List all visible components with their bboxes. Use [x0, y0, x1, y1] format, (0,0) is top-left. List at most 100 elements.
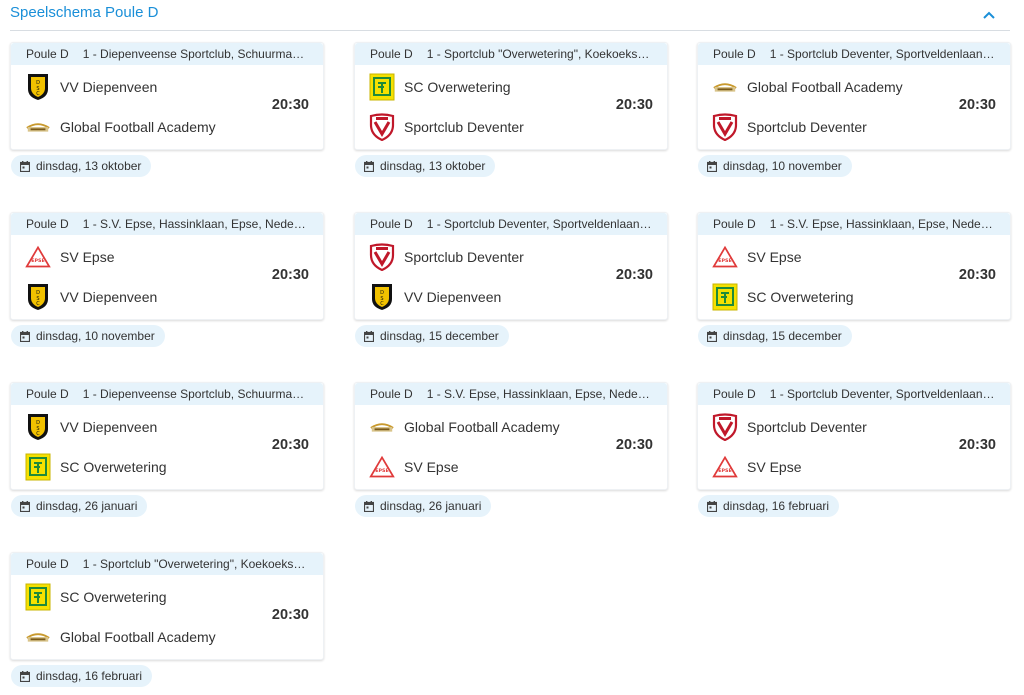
poule-label: Poule D — [370, 217, 413, 231]
away-team-name: VV Diepenveen — [404, 289, 502, 305]
match-date: dinsdag, 15 december — [380, 329, 499, 343]
home-team-name: Sportclub Deventer — [747, 419, 867, 435]
sv-epse-logo: EPSE — [712, 243, 738, 271]
home-team-name: VV Diepenveen — [60, 419, 158, 435]
poule-label: Poule D — [713, 387, 756, 401]
poule-label: Poule D — [370, 387, 413, 401]
match-date-chip: dinsdag, 16 februari — [698, 495, 840, 517]
poule-label: Poule D — [713, 47, 756, 61]
svg-text:C: C — [36, 91, 40, 97]
away-team-name: VV Diepenveen — [60, 289, 158, 305]
match-location: 1 - Sportclub "Overwetering", Koekoeksw.… — [426, 47, 656, 61]
match-location: 1 - S.V. Epse, Hassinklaan, Epse, Nederl… — [82, 217, 321, 231]
away-team: Sportclub Deventer — [712, 113, 867, 141]
home-team: SC Overwetering — [25, 583, 167, 611]
match-card[interactable]: Poule D 1 - Sportclub "Overwetering", Koe… — [10, 552, 324, 660]
away-team-name: Sportclub Deventer — [404, 119, 524, 135]
match-date: dinsdag, 13 oktober — [36, 159, 142, 173]
calendar-icon — [364, 500, 374, 512]
match-location-header: Poule D 1 - S.V. Epse, Hassinklaan, Epse,… — [11, 213, 323, 235]
away-team: Sportclub Deventer — [369, 113, 524, 141]
match-date-chip: dinsdag, 16 februari — [11, 665, 153, 687]
svg-text:EPSE: EPSE — [375, 468, 388, 474]
match-location: 1 - Sportclub Deventer, Sportveldenlaan,… — [769, 387, 1000, 401]
sportclub-deventer-logo — [712, 113, 738, 141]
poule-label: Poule D — [26, 387, 69, 401]
match-date: dinsdag, 10 november — [723, 159, 842, 173]
match-card[interactable]: Poule D 1 - Diepenveense Sportclub, Schuu… — [10, 382, 324, 490]
match-time: 20:30 — [958, 97, 996, 113]
match-date-chip: dinsdag, 13 oktober — [11, 155, 152, 177]
match-date: dinsdag, 10 november — [36, 329, 155, 343]
match-date-chip: dinsdag, 15 december — [355, 325, 509, 347]
match-date-chip: dinsdag, 10 november — [698, 155, 852, 177]
home-team-name: Global Football Academy — [404, 419, 560, 435]
svg-text:S: S — [36, 296, 39, 302]
home-team: SC Overwetering — [369, 73, 511, 101]
match-location-header: Poule D 1 - Sportclub "Overwetering", Koe… — [355, 43, 667, 65]
match-time: 20:30 — [271, 97, 309, 113]
match-date: dinsdag, 26 januari — [36, 499, 138, 513]
svg-text:D: D — [36, 420, 40, 426]
svg-text:S: S — [36, 86, 39, 92]
svg-text:EPSE: EPSE — [718, 258, 731, 264]
match-card[interactable]: Poule D 1 - S.V. Epse, Hassinklaan, Epse,… — [10, 212, 324, 320]
match-date: dinsdag, 16 februari — [36, 669, 143, 683]
match-time: 20:30 — [958, 267, 996, 283]
section-title: Speelschema Poule D — [10, 4, 159, 21]
away-team-name: SC Overwetering — [60, 459, 167, 475]
global-football-academy-logo — [25, 623, 51, 651]
away-team: Global Football Academy — [25, 113, 216, 141]
match-card[interactable]: Poule D 1 - Sportclub Deventer, Sportveld… — [697, 382, 1011, 490]
chevron-up-icon[interactable] — [982, 8, 996, 22]
match-date-chip: dinsdag, 26 januari — [355, 495, 492, 517]
match-date: dinsdag, 16 februari — [723, 499, 830, 513]
match-date-chip: dinsdag, 26 januari — [11, 495, 148, 517]
home-team-name: SC Overwetering — [60, 589, 167, 605]
svg-text:C: C — [36, 301, 40, 307]
match-location: 1 - S.V. Epse, Hassinklaan, Epse, Nederl… — [769, 217, 1008, 231]
away-team: Global Football Academy — [25, 623, 216, 651]
match-time: 20:30 — [615, 437, 653, 453]
home-team-name: Global Football Academy — [747, 79, 903, 95]
match-date: dinsdag, 13 oktober — [380, 159, 486, 173]
sv-epse-logo: EPSE — [369, 453, 395, 481]
calendar-icon — [20, 670, 30, 682]
section-header[interactable]: Speelschema Poule D — [10, 0, 1010, 31]
match-card[interactable]: Poule D 1 - Sportclub Deventer, Sportveld… — [697, 42, 1011, 150]
global-football-academy-logo — [712, 73, 738, 101]
poule-label: Poule D — [26, 47, 69, 61]
sv-epse-logo: EPSE — [25, 243, 51, 271]
poule-label: Poule D — [370, 47, 413, 61]
home-team-name: VV Diepenveen — [60, 79, 158, 95]
home-team: EPSE SV Epse — [712, 243, 801, 271]
home-team: Global Football Academy — [369, 413, 560, 441]
away-team: EPSE SV Epse — [369, 453, 458, 481]
match-location: 1 - Sportclub Deventer, Sportveldenlaan,… — [426, 217, 657, 231]
svg-text:C: C — [36, 431, 40, 437]
sc-overwetering-logo — [25, 583, 51, 611]
svg-text:S: S — [36, 426, 39, 432]
home-team-name: SV Epse — [747, 249, 802, 265]
match-time: 20:30 — [615, 97, 653, 113]
poule-label: Poule D — [713, 217, 756, 231]
match-card[interactable]: Poule D 1 - Sportclub Deventer, Sportveld… — [354, 212, 668, 320]
calendar-icon — [20, 500, 30, 512]
match-card[interactable]: Poule D 1 - Diepenveense Sportclub, Schuu… — [10, 42, 324, 150]
poule-label: Poule D — [26, 217, 69, 231]
away-team-name: Global Football Academy — [60, 119, 216, 135]
match-date: dinsdag, 15 december — [723, 329, 842, 343]
svg-text:D: D — [380, 290, 384, 296]
match-card[interactable]: Poule D 1 - Sportclub "Overwetering", Koe… — [354, 42, 668, 150]
home-team-name: Sportclub Deventer — [404, 249, 524, 265]
home-team: Sportclub Deventer — [712, 413, 867, 441]
home-team-name: SC Overwetering — [404, 79, 511, 95]
sportclub-deventer-logo — [369, 113, 395, 141]
match-card[interactable]: Poule D 1 - S.V. Epse, Hassinklaan, Epse,… — [354, 382, 668, 490]
calendar-icon — [20, 330, 30, 342]
match-card[interactable]: Poule D 1 - S.V. Epse, Hassinklaan, Epse,… — [697, 212, 1011, 320]
sc-overwetering-logo — [369, 73, 395, 101]
